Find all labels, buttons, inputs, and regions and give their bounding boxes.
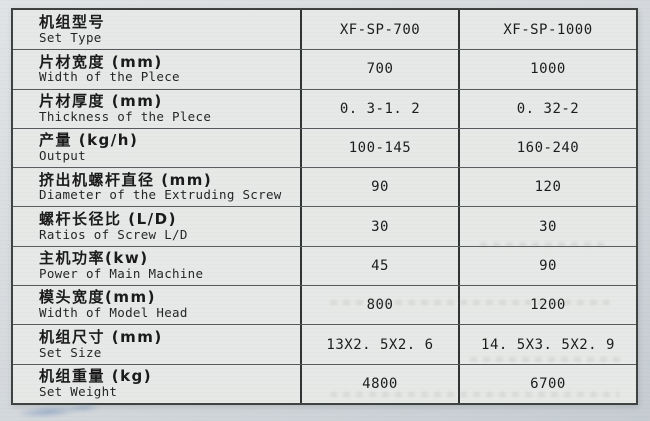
- spec-value-xf-sp-1000: 14. 5X3. 5X2. 9: [458, 325, 636, 364]
- spec-label-cell: 片材宽度 (mm) Width of the Plece: [13, 50, 300, 88]
- spec-value-xf-sp-1000: 90: [458, 246, 636, 286]
- row-set-type: 机组型号 Set Type XF-SP-700 XF-SP-1000: [13, 10, 636, 50]
- spec-label-en: Set Weight: [39, 383, 118, 399]
- row-extruding-screw-diameter: 挤出机螺杆直径 (mm) Diameter of the Extruding S…: [13, 167, 636, 207]
- spec-label-cell: 主机功率(kw) Power of Main Machine: [13, 247, 300, 285]
- spec-label-cell: 机组重量 (kg) Set Weight: [13, 365, 300, 403]
- spec-value-xf-sp-1000: 30: [458, 207, 636, 246]
- row-width-of-piece: 片材宽度 (mm) Width of the Plece 700 1000: [13, 49, 636, 89]
- spec-label-en: Ratios of Screw L/D: [39, 226, 188, 242]
- spec-value-xf-sp-1000: 120: [458, 168, 636, 207]
- spec-label-cell: 模头宽度(mm) Width of Model Head: [13, 286, 300, 324]
- row-main-machine-power: 主机功率(kw) Power of Main Machine 45 90: [13, 245, 636, 286]
- spec-label-cell: 片材厚度 (mm) Thickness of the Plece: [13, 90, 300, 128]
- spec-value-xf-sp-700: 700: [300, 50, 458, 89]
- spec-table: 机组型号 Set Type XF-SP-700 XF-SP-1000 片材宽度 …: [11, 8, 638, 405]
- spec-value-xf-sp-700: 800: [300, 286, 458, 325]
- spec-value-xf-sp-700: 45: [300, 246, 458, 286]
- spec-value-xf-sp-700: 0. 3-1. 2: [300, 89, 458, 128]
- row-screw-ld-ratio: 螺杆长径比 (L/D) Ratios of Screw L/D 30 30: [13, 206, 636, 246]
- row-set-weight: 机组重量 (kg) Set Weight 4800 6700: [13, 363, 636, 403]
- spec-label-zh: 机组重量 (kg): [39, 367, 153, 386]
- spec-label-zh: 机组型号: [39, 12, 106, 31]
- spec-label-en: Diameter of the Extruding Screw: [39, 187, 282, 203]
- spec-label-zh: 主机功率(kw): [39, 249, 149, 268]
- spec-label-en: Thickness of the Plece: [39, 108, 212, 124]
- column-header-xf-sp-1000: XF-SP-1000: [458, 10, 636, 50]
- spec-label-en: Width of Model Head: [39, 305, 188, 321]
- spec-label-en: Output: [39, 148, 86, 164]
- row-model-head-width: 模头宽度(mm) Width of Model Head 800 1200: [13, 285, 636, 325]
- spec-label-en: Set Type: [39, 29, 102, 45]
- spec-value-xf-sp-1000: 1000: [458, 50, 636, 89]
- row-set-size: 机组尺寸 (mm) Set Size 13X2. 5X2. 6 14. 5X3.…: [13, 324, 636, 364]
- spec-value-xf-sp-700: 4800: [300, 364, 458, 403]
- spec-label-en: Power of Main Machine: [39, 265, 204, 281]
- spec-value-xf-sp-1000: 1200: [458, 286, 636, 325]
- spec-value-xf-sp-700: 30: [300, 207, 458, 246]
- row-thickness-of-piece: 片材厚度 (mm) Thickness of the Plece 0. 3-1.…: [13, 88, 636, 128]
- spec-label-cell: 产量 (kg/h) Output: [13, 129, 300, 167]
- spec-label-zh: 挤出机螺杆直径 (mm): [39, 170, 213, 189]
- spec-label-en: Width of the Plece: [39, 69, 180, 85]
- spec-value-xf-sp-700: 90: [300, 168, 458, 207]
- spec-label-zh: 螺杆长径比 (L/D): [39, 209, 177, 228]
- spec-label-zh: 产量 (kg/h): [39, 131, 139, 150]
- spec-value-xf-sp-1000: 0. 32-2: [458, 89, 636, 128]
- spec-value-xf-sp-1000: 6700: [458, 364, 636, 403]
- spec-label-cell: 螺杆长径比 (L/D) Ratios of Screw L/D: [13, 207, 300, 245]
- spec-label-zh: 片材厚度 (mm): [39, 91, 163, 110]
- spec-label-en: Set Size: [39, 344, 102, 360]
- spec-label-cell: 机组型号 Set Type: [13, 10, 300, 49]
- spec-value-xf-sp-700: 100-145: [300, 128, 458, 168]
- column-header-xf-sp-700: XF-SP-700: [300, 10, 458, 50]
- spec-label-cell: 挤出机螺杆直径 (mm) Diameter of the Extruding S…: [13, 168, 300, 206]
- spec-label-zh: 片材宽度 (mm): [39, 52, 163, 71]
- spec-value-xf-sp-700: 13X2. 5X2. 6: [300, 325, 458, 364]
- row-output: 产量 (kg/h) Output 100-145 160-240: [13, 127, 636, 168]
- spec-value-xf-sp-1000: 160-240: [458, 128, 636, 168]
- spec-label-zh: 模头宽度(mm): [39, 288, 156, 307]
- spec-label-zh: 机组尺寸 (mm): [39, 327, 163, 346]
- spec-label-cell: 机组尺寸 (mm) Set Size: [13, 325, 300, 363]
